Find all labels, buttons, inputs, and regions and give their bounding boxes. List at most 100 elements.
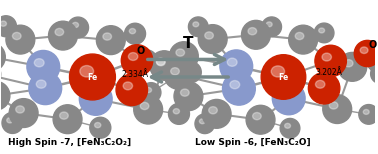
Ellipse shape	[323, 95, 352, 124]
Ellipse shape	[6, 25, 35, 54]
Ellipse shape	[96, 26, 125, 55]
Ellipse shape	[134, 95, 163, 124]
Ellipse shape	[80, 66, 94, 77]
Text: 3.202Å: 3.202Å	[315, 68, 342, 77]
Ellipse shape	[338, 52, 367, 81]
Ellipse shape	[121, 45, 153, 76]
Ellipse shape	[173, 109, 180, 114]
Ellipse shape	[220, 50, 253, 83]
Ellipse shape	[185, 67, 191, 72]
Ellipse shape	[34, 59, 44, 67]
Ellipse shape	[0, 43, 5, 71]
Text: T: T	[183, 36, 193, 51]
Ellipse shape	[169, 42, 198, 71]
Ellipse shape	[280, 118, 300, 138]
Ellipse shape	[53, 105, 82, 134]
Ellipse shape	[344, 60, 353, 67]
Ellipse shape	[308, 73, 340, 104]
Ellipse shape	[205, 32, 214, 39]
Ellipse shape	[90, 117, 111, 138]
Ellipse shape	[322, 53, 332, 61]
Ellipse shape	[103, 33, 112, 40]
Ellipse shape	[146, 88, 152, 93]
Ellipse shape	[227, 58, 237, 66]
Ellipse shape	[48, 21, 77, 50]
Ellipse shape	[314, 23, 334, 43]
Text: 2.334Å: 2.334Å	[122, 70, 149, 79]
Ellipse shape	[68, 17, 88, 38]
Ellipse shape	[266, 22, 272, 27]
Text: Fe: Fe	[87, 73, 98, 81]
Ellipse shape	[272, 82, 305, 115]
Ellipse shape	[72, 22, 79, 28]
Ellipse shape	[174, 82, 203, 111]
Ellipse shape	[150, 51, 178, 80]
Ellipse shape	[285, 123, 291, 128]
Ellipse shape	[176, 49, 184, 56]
Ellipse shape	[16, 106, 24, 113]
Ellipse shape	[373, 52, 378, 59]
Ellipse shape	[27, 51, 60, 83]
Ellipse shape	[316, 80, 325, 88]
Ellipse shape	[9, 99, 38, 128]
Ellipse shape	[230, 81, 240, 89]
Ellipse shape	[195, 114, 215, 134]
Ellipse shape	[289, 25, 318, 54]
Ellipse shape	[375, 69, 378, 74]
Ellipse shape	[180, 62, 201, 83]
Ellipse shape	[200, 119, 205, 124]
Ellipse shape	[156, 59, 165, 66]
Text: High Spin -7, [FeN₃C₂O₂]: High Spin -7, [FeN₃C₂O₂]	[8, 138, 131, 147]
Ellipse shape	[329, 102, 338, 109]
Ellipse shape	[70, 54, 115, 100]
Ellipse shape	[29, 72, 62, 105]
Text: Fe: Fe	[278, 73, 288, 81]
Ellipse shape	[140, 102, 149, 110]
Ellipse shape	[55, 28, 64, 36]
Ellipse shape	[0, 81, 10, 110]
Ellipse shape	[142, 55, 148, 60]
Ellipse shape	[2, 112, 23, 133]
Ellipse shape	[246, 105, 275, 134]
Ellipse shape	[164, 60, 193, 89]
Ellipse shape	[156, 58, 165, 65]
Ellipse shape	[198, 25, 227, 53]
Ellipse shape	[188, 17, 208, 37]
Ellipse shape	[319, 28, 325, 33]
Ellipse shape	[129, 53, 138, 60]
Text: Low Spin -6, [FeN₃C₂O]: Low Spin -6, [FeN₃C₂O]	[195, 138, 311, 147]
Ellipse shape	[360, 47, 368, 53]
Ellipse shape	[371, 64, 378, 84]
Ellipse shape	[209, 107, 217, 114]
Ellipse shape	[193, 22, 199, 27]
Ellipse shape	[181, 89, 189, 96]
Ellipse shape	[242, 20, 270, 49]
Ellipse shape	[94, 122, 101, 128]
Ellipse shape	[366, 44, 378, 73]
Ellipse shape	[359, 105, 378, 124]
Ellipse shape	[280, 90, 290, 98]
Ellipse shape	[87, 91, 96, 99]
Ellipse shape	[36, 80, 46, 88]
Ellipse shape	[7, 118, 13, 123]
Ellipse shape	[79, 83, 112, 115]
Ellipse shape	[295, 32, 304, 40]
Ellipse shape	[253, 113, 261, 120]
Ellipse shape	[0, 16, 16, 37]
Ellipse shape	[150, 51, 179, 80]
Ellipse shape	[0, 60, 1, 89]
Text: O: O	[369, 40, 377, 50]
Ellipse shape	[116, 74, 147, 105]
Ellipse shape	[137, 50, 157, 70]
Ellipse shape	[171, 68, 179, 75]
Ellipse shape	[12, 32, 21, 40]
Ellipse shape	[271, 66, 285, 77]
Ellipse shape	[354, 40, 378, 67]
Ellipse shape	[60, 112, 68, 119]
Ellipse shape	[129, 28, 136, 34]
Ellipse shape	[262, 17, 282, 37]
Ellipse shape	[123, 82, 133, 90]
Ellipse shape	[0, 21, 6, 26]
Ellipse shape	[125, 23, 146, 44]
Ellipse shape	[363, 109, 369, 114]
